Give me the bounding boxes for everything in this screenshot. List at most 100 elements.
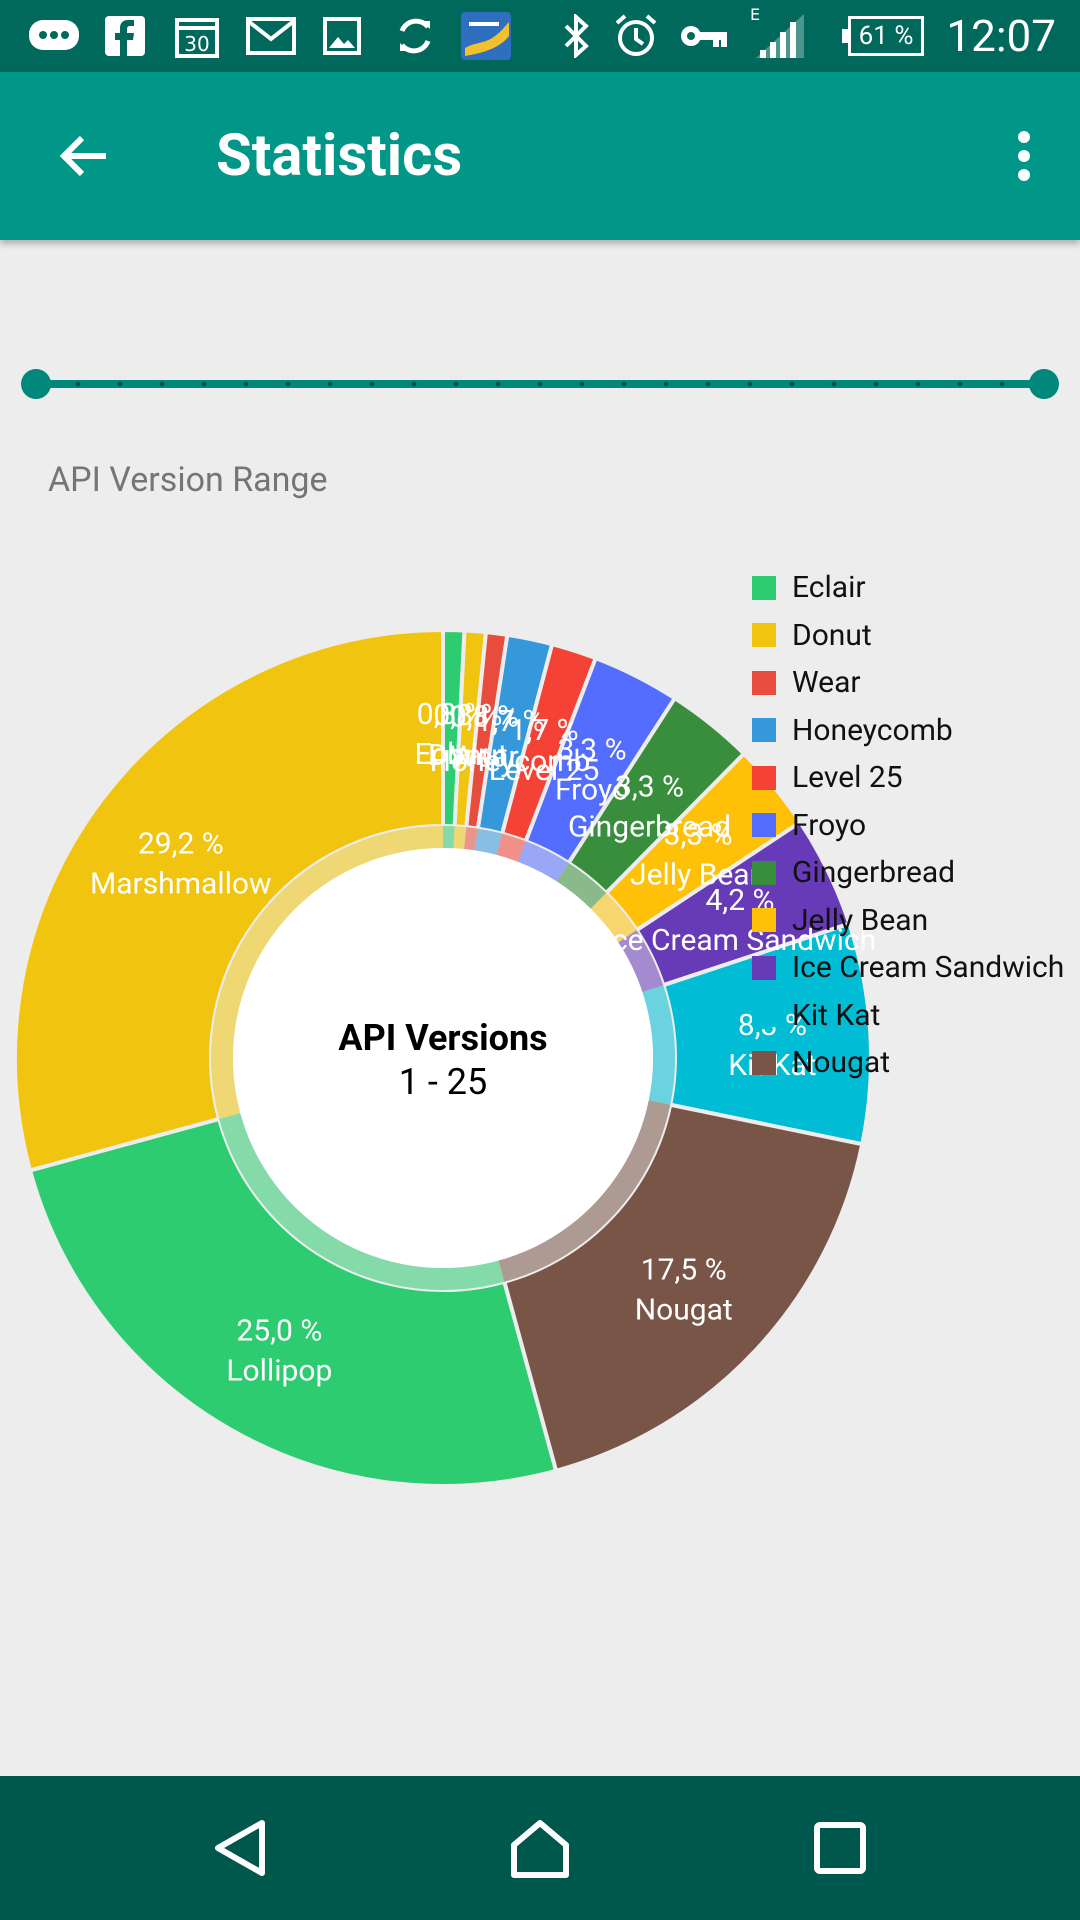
legend-item[interactable]: Kit Kat	[752, 992, 1064, 1040]
inner-ring-jelly-bean	[590, 893, 637, 943]
slider-tick	[537, 381, 543, 387]
legend-swatch	[752, 860, 776, 885]
message-icon	[24, 12, 84, 60]
inner-ring-lollipop	[219, 1113, 505, 1290]
slider-tick	[117, 381, 123, 387]
app-bar: Statistics	[0, 72, 1080, 240]
slider-tick	[243, 381, 249, 387]
slice-name-label: Lollipop	[226, 1354, 332, 1389]
legend-item[interactable]: Ice Cream Sandwich	[752, 944, 1064, 992]
overflow-menu-button[interactable]	[992, 116, 1056, 196]
chart-center-hole	[233, 848, 653, 1268]
legend-swatch	[752, 1050, 776, 1075]
inner-ring-level-25	[496, 833, 526, 862]
slider-tick	[369, 381, 375, 387]
legend-item[interactable]: Wear	[752, 659, 1064, 707]
slice-name-label: Wear	[450, 740, 519, 775]
slider-tick	[327, 381, 333, 387]
legend-item[interactable]: Gingerbread	[752, 849, 1064, 897]
svg-text:30: 30	[184, 32, 209, 56]
legend-item[interactable]: Nougat	[752, 1039, 1064, 1087]
gmail-icon	[244, 12, 298, 60]
chart-legend: Eclair Donut Wear Honeycomb Level 25 Froyo Gin…	[752, 564, 1064, 1087]
legend-label: Wear	[792, 665, 861, 701]
chart-inner-ring	[211, 826, 676, 1290]
slider-tick	[621, 381, 627, 387]
legend-item[interactable]: Donut	[752, 612, 1064, 660]
legend-item[interactable]: Jelly Bean	[752, 897, 1064, 945]
legend-label: Gingerbread	[792, 855, 956, 891]
back-button[interactable]	[36, 116, 132, 196]
slice-value-label: 1,7 %	[475, 704, 544, 739]
legend-label: Jelly Bean	[792, 902, 929, 938]
legend-item[interactable]: Eclair	[752, 564, 1064, 612]
battery-percent: 61 %	[858, 21, 914, 51]
gallery-icon	[320, 12, 364, 60]
legend-swatch	[752, 955, 776, 980]
legend-item[interactable]: Honeycomb	[752, 707, 1064, 755]
slider-tick	[159, 381, 165, 387]
slider-tick	[663, 381, 669, 387]
nav-home-button[interactable]	[480, 1800, 600, 1896]
slider-tick	[747, 381, 753, 387]
slider-min-thumb[interactable]	[21, 369, 51, 399]
inner-ring-ice-cream-sandwich	[618, 930, 664, 993]
legend-swatch	[752, 575, 776, 600]
slice-value-label: 0,8 %	[433, 698, 502, 733]
slice-name-label: Donut	[428, 738, 508, 773]
slider-tick	[789, 381, 795, 387]
range-label: API Version Range	[48, 460, 328, 500]
slider-tick	[495, 381, 501, 387]
slider-tick	[579, 381, 585, 387]
vpn-key-icon	[678, 12, 730, 60]
svg-text:E: E	[750, 5, 760, 24]
inner-ring-donut	[453, 826, 467, 850]
legend-swatch	[752, 623, 776, 648]
slice-value-label: 0,8 %	[450, 700, 519, 735]
slider-tick	[957, 381, 963, 387]
nav-recents-button[interactable]	[780, 1800, 900, 1896]
legend-item[interactable]: Level 25	[752, 754, 1064, 802]
navigation-bar	[0, 1776, 1080, 1920]
slice-name-label: Level 25	[489, 753, 600, 788]
calendar-icon: 30	[172, 12, 222, 60]
inner-ring-honeycomb	[474, 828, 503, 855]
slice-value-label: 17,5 %	[641, 1253, 727, 1288]
page-title: Statistics	[216, 122, 463, 190]
slider-tick	[831, 381, 837, 387]
legend-swatch	[752, 908, 776, 933]
inner-ring-marshmallow	[211, 826, 443, 1119]
legend-label: Eclair	[792, 570, 866, 606]
legend-swatch	[752, 813, 776, 838]
legend-swatch	[752, 765, 776, 790]
signal-icon: E	[748, 4, 808, 60]
legend-item[interactable]: Froyo	[752, 802, 1064, 850]
battery-icon: 61 %	[842, 12, 926, 60]
arrow-back-icon	[59, 135, 106, 177]
slider-tick	[411, 381, 417, 387]
slider-ticks	[75, 381, 1005, 387]
slice-value-label: 3,3 %	[664, 818, 733, 853]
slider-tick	[201, 381, 207, 387]
inner-ring-gingerbread	[556, 862, 607, 909]
recents-nav-icon	[814, 1822, 866, 1874]
legend-label: Nougat	[792, 1045, 891, 1081]
game-icon	[460, 12, 512, 60]
status-bar: 30 E 61 % 12:07	[0, 0, 1080, 72]
slice-name-label: Honeycomb	[430, 744, 591, 779]
slice-name-label: Marshmallow	[90, 867, 272, 902]
legend-label: Ice Cream Sandwich	[792, 950, 1065, 986]
inner-ring-wear	[464, 827, 478, 851]
legend-swatch	[752, 1003, 776, 1028]
api-range-slider[interactable]	[20, 364, 1060, 404]
slider-max-thumb[interactable]	[1029, 369, 1059, 399]
status-time: 12:07	[946, 10, 1056, 62]
slice-name-label: Jelly Bean	[630, 858, 766, 893]
sync-icon	[390, 12, 440, 60]
facebook-icon	[100, 12, 150, 60]
nav-back-button[interactable]	[180, 1800, 300, 1896]
slider-tick	[453, 381, 459, 387]
slider-tick	[75, 381, 81, 387]
slice-value-label: 29,2 %	[138, 827, 224, 862]
